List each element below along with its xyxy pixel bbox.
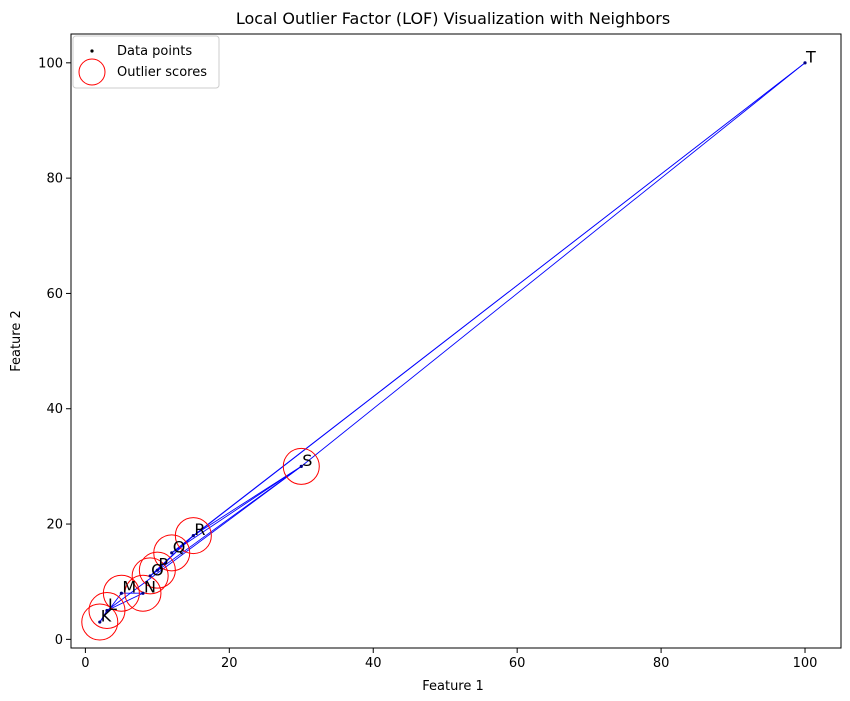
outlier-circle-O	[131, 557, 169, 595]
data-point-S	[299, 464, 303, 468]
point-label-Q: Q	[173, 537, 186, 556]
data-point-K	[98, 620, 102, 624]
axis-ticks: 0 20 40 60 80 100 0 20 40 60 80 100	[38, 56, 817, 671]
data-point-M	[119, 591, 123, 595]
point-label-R: R	[194, 520, 205, 539]
data-point-L	[105, 608, 109, 613]
y-tick-label-20: 20	[46, 518, 63, 533]
data-point-R	[191, 533, 195, 538]
point-label-S: S	[302, 451, 312, 470]
outlier-circle-S	[282, 447, 320, 485]
x-tick-label-100: 100	[793, 656, 818, 671]
point-label-M: M	[122, 578, 136, 597]
legend: Data points Outlier scores	[72, 35, 220, 89]
neighbor-link-T-S	[300, 62, 806, 467]
neighbor-link-L-N	[106, 592, 144, 611]
legend-circle-marker	[78, 58, 106, 86]
outlier-circle-K	[81, 603, 119, 641]
y-tick-label-60: 60	[46, 287, 63, 302]
outlier-circle-R	[174, 517, 212, 555]
x-tick-label-40: 40	[365, 656, 382, 671]
data-point-O	[148, 574, 152, 578]
legend-label-outlier-scores: Outlier scores	[117, 65, 207, 80]
y-tick-label-100: 100	[38, 56, 63, 71]
y-tick-label-80: 80	[46, 172, 63, 187]
x-tick-label-0: 0	[81, 656, 89, 671]
point-label-T: T	[805, 47, 816, 66]
neighbor-link-O-S	[149, 466, 302, 577]
x-axis-label: Feature 1	[422, 679, 484, 694]
neighbor-link-T-Q	[171, 62, 806, 554]
point-label-P: P	[158, 555, 168, 574]
outlier-circle-M	[102, 574, 140, 612]
data-point-N	[141, 591, 145, 595]
data-point-T	[803, 61, 807, 65]
chart-title: Local Outlier Factor (LOF) Visualization…	[236, 9, 670, 28]
y-tick-label-0: 0	[55, 633, 63, 648]
neighbor-link-Q-S	[171, 466, 302, 554]
data-point-Q	[170, 551, 174, 555]
x-tick-label-60: 60	[509, 656, 526, 671]
y-axis-label: Feature 2	[9, 310, 24, 372]
x-tick-label-80: 80	[653, 656, 670, 671]
point-label-L: L	[108, 595, 117, 614]
plot-area: KLMNOPQRST	[81, 47, 816, 641]
legend-label-data-points: Data points	[117, 44, 192, 59]
point-label-K: K	[101, 607, 112, 626]
outlier-circle-N	[124, 574, 162, 612]
x-tick-label-20: 20	[221, 656, 238, 671]
legend-box	[72, 35, 220, 89]
legend-dot-marker	[90, 49, 94, 53]
point-label-N: N	[144, 578, 156, 597]
data-point-P	[155, 568, 159, 572]
y-tick-label-40: 40	[46, 402, 63, 417]
plot-frame	[70, 33, 842, 649]
